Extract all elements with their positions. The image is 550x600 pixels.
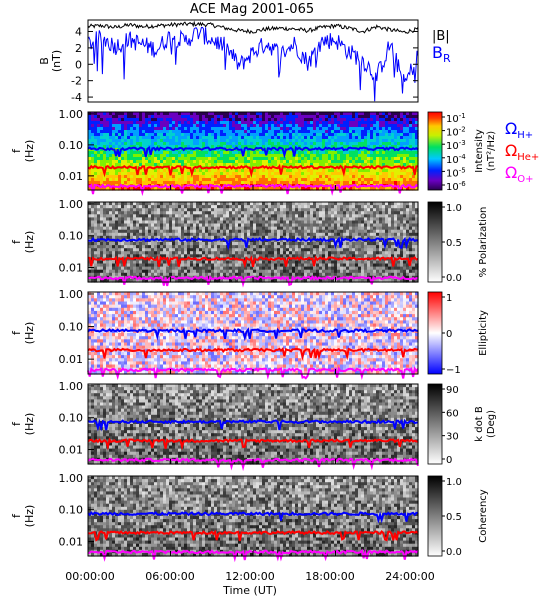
colorbar-tick-label: 0 <box>446 329 452 340</box>
colorbar-tick-label: 10-3 <box>446 139 466 152</box>
colorbar-label: (Deg) <box>486 410 497 438</box>
colorbar-tick-label: 10-5 <box>446 166 466 179</box>
colorbar-tick-label: 1 <box>446 293 452 304</box>
y-tick-label: 0.10 <box>59 321 84 334</box>
y-tick-label: 0.10 <box>59 230 84 243</box>
y-axis-label: (Hz) <box>23 140 36 163</box>
colorbar-label: (nT²/Hz) <box>486 131 497 171</box>
colorbar-label: k dot B <box>474 406 485 442</box>
spectrogram-panel-k-dot-b: 1.00 0.10 0.01 f (Hz) 90 60 30 0 k dot B (Deg) <box>10 380 497 472</box>
gyrofrequency-line-h-plus <box>87 418 419 432</box>
y-axis-label: (Hz) <box>23 413 36 436</box>
y-tick-label: 0.10 <box>59 504 84 517</box>
y-tick-label: 1.00 <box>59 472 84 485</box>
colorbar-label: Coherency <box>478 489 489 542</box>
y-axis-label: f <box>10 148 23 153</box>
series-line-b-magnitude <box>87 20 419 35</box>
y-axis-label: f <box>10 330 23 335</box>
colorbar-tick-label: 10-4 <box>446 153 466 166</box>
spectrogram-panel-polarization: 1.00 0.10 0.01 f (Hz) 1.0 0.5 0.0 % Polarization <box>10 198 489 288</box>
colorbar-tick-label: 10-6 <box>446 180 466 193</box>
y-axis-label: f <box>10 513 23 518</box>
x-tick-label: 06:00:00 <box>145 570 194 583</box>
gyrofrequency-line-h-plus <box>87 327 419 342</box>
x-tick-label: 12:00:00 <box>225 570 274 583</box>
legend-b-radial: BR <box>432 43 451 65</box>
y-tick-label: -4 <box>71 91 82 104</box>
colorbar-label: Ellipticity <box>478 310 489 356</box>
y-axis-label: f <box>10 239 23 244</box>
gyrofrequency-line-h-plus <box>87 236 419 251</box>
y-axis-label: f <box>10 421 23 426</box>
y-tick-label: 0.01 <box>59 536 84 549</box>
series-line-b-radial <box>87 26 419 102</box>
spectrogram-panel-coherency: 1.00 0.10 0.01 f (Hz) 1.0 0.5 0.0 Coherency <box>10 472 489 563</box>
x-axis-label: Time (UT) <box>222 584 277 597</box>
colorbar <box>427 201 443 283</box>
x-tick-label: 24:00:00 <box>385 570 434 583</box>
colorbar <box>427 291 443 375</box>
y-tick-label: 0 <box>75 58 82 71</box>
y-axis-label: (Hz) <box>23 322 36 345</box>
gyrofrequency-line-he-plus <box>87 437 419 451</box>
legend-b-magnitude: |B| <box>432 29 450 44</box>
y-tick-label: 0.01 <box>59 353 84 366</box>
colorbar <box>427 383 443 465</box>
colorbar-tick-label: 10-1 <box>446 112 466 125</box>
y-tick-label: 0.01 <box>59 262 84 275</box>
colorbar-tick-label: 0.0 <box>446 273 462 284</box>
gyrofrequency-line-he-plus <box>87 255 419 269</box>
colorbar-tick-label: 1.0 <box>446 203 462 214</box>
gyrofrequency-line-h-plus <box>87 511 419 524</box>
y-tick-label: 0.01 <box>59 444 84 457</box>
legend-gyro-he-plus: ΩHe+ <box>505 141 539 163</box>
colorbar-tick-label: −1 <box>446 365 461 376</box>
x-tick-label: 18:00:00 <box>305 570 354 583</box>
chart-title: ACE Mag 2001-065 <box>190 2 314 17</box>
colorbar-tick-label: 0.5 <box>446 512 462 523</box>
colorbar <box>427 111 443 191</box>
legend-gyro-o-plus: ΩO+ <box>505 163 533 185</box>
colorbar-tick-label: 0 <box>446 455 452 466</box>
gyrofrequency-line-he-plus <box>87 163 419 178</box>
colorbar-label: Intensity <box>474 129 485 173</box>
x-axis: 00:00:00 06:00:00 12:00:00 18:00:00 24:0… <box>65 570 434 597</box>
legend-gyro-h-plus: ΩH+ <box>505 119 533 141</box>
y-axis-label: (nT) <box>50 50 63 72</box>
colorbar-tick-label: 90 <box>446 385 459 396</box>
y-axis-label: (Hz) <box>23 231 36 254</box>
gyrofrequency-line-he-plus <box>87 529 419 542</box>
colorbar-tick-label: 1.0 <box>446 477 462 488</box>
colorbar-tick-label: 60 <box>446 408 459 419</box>
y-tick-label: 1.00 <box>59 108 84 121</box>
b-field-panel: 4 2 0 -2 -4 B (nT) |B|BR <box>38 19 451 104</box>
colorbar-tick-label: 0.5 <box>446 238 462 249</box>
y-tick-label: -2 <box>71 75 82 88</box>
gyrofrequency-legend: ΩH+ΩHe+ΩO+ <box>505 119 539 185</box>
x-tick-label: 00:00:00 <box>65 570 114 583</box>
y-tick-label: 0.10 <box>59 412 84 425</box>
y-axis-label: B <box>38 57 51 65</box>
gyrofrequency-line-h-plus <box>87 146 419 159</box>
spectrogram-panel-ellipticity: 1.00 0.10 0.01 f (Hz) 1 0 −1 Ellipticity <box>10 288 489 381</box>
y-tick-label: 1.00 <box>59 198 84 211</box>
gyrofrequency-line-he-plus <box>87 346 419 361</box>
plot-frame <box>87 19 419 103</box>
colorbar-tick-label: 30 <box>446 432 459 443</box>
colorbar-tick-label: 10-2 <box>446 126 466 139</box>
spectrogram-panel-intensity: 1.00 0.10 0.01 f (Hz) 10-110-210-310-410-510-… <box>10 108 497 197</box>
gyrofrequency-line-o-plus <box>88 275 419 288</box>
colorbar-label: % Polarization <box>478 207 489 278</box>
colorbar <box>427 475 443 557</box>
y-tick-label: 1.00 <box>59 288 84 301</box>
y-tick-label: 4 <box>75 25 82 38</box>
y-tick-label: 1.00 <box>59 380 84 393</box>
colorbar-tick-label: 0.0 <box>446 547 462 558</box>
y-tick-label: 0.01 <box>59 170 84 183</box>
y-tick-label: 2 <box>75 42 82 55</box>
y-axis-label: (Hz) <box>23 505 36 528</box>
y-tick-label: 0.10 <box>59 139 84 152</box>
